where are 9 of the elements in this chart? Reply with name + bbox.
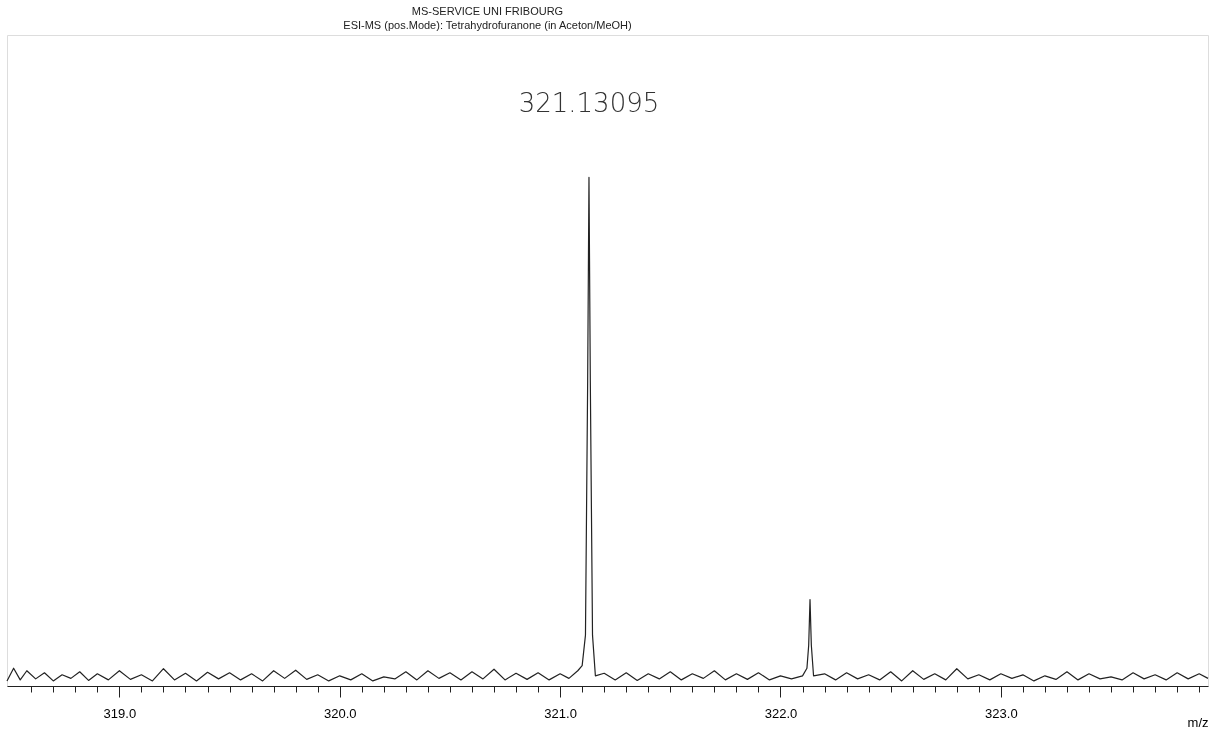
chart-subtitle: ESI-MS (pos.Mode): Tetrahydrofuranone (in Aceton/MeOH) — [343, 19, 632, 31]
x-tick-label: 321.0 — [544, 705, 577, 721]
x-tick-label: 323.0 — [985, 705, 1018, 721]
x-tick-label: 319.0 — [103, 705, 137, 721]
x-tick-label: 320.0 — [323, 705, 357, 721]
x-tick-label: 322.0 — [764, 705, 798, 721]
x-axis-title: m/z — [1187, 714, 1209, 730]
annotation: 321.13095 — [518, 88, 660, 119]
chart-title: MS-SERVICE UNI FRIBOURG — [411, 5, 564, 17]
